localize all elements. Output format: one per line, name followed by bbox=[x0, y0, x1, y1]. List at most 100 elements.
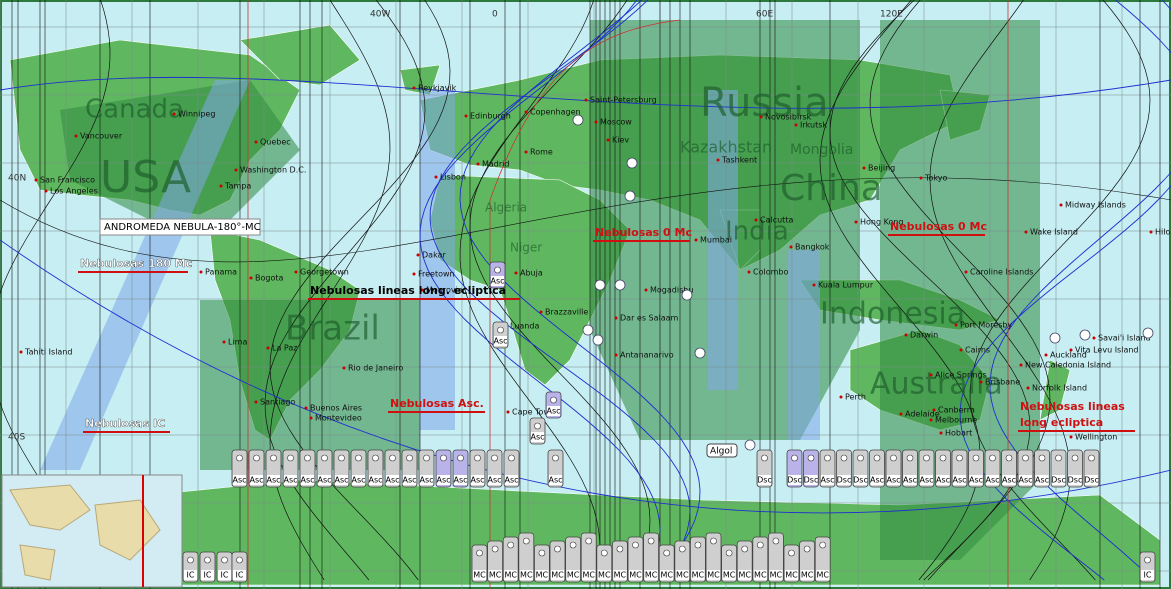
glyph-label-bg bbox=[800, 570, 814, 580]
glyph-symbol bbox=[632, 541, 639, 549]
glyph-symbol bbox=[204, 556, 211, 564]
glyph-label: IC bbox=[236, 571, 244, 580]
glyph-symbol bbox=[497, 326, 504, 334]
glyph-label-bg bbox=[531, 432, 544, 442]
glyph-label: MC bbox=[551, 571, 564, 580]
glyph-symbol bbox=[474, 454, 481, 462]
glyph-symbol bbox=[522, 537, 530, 545]
glyph-symbol bbox=[756, 541, 764, 549]
city-label: Kiev bbox=[612, 136, 629, 145]
glyph-label-bg bbox=[1052, 475, 1065, 485]
city-dot bbox=[899, 412, 903, 416]
glyph-label: Asc bbox=[969, 476, 983, 485]
glyph-label: Asc bbox=[1035, 476, 1049, 485]
city-dot bbox=[416, 253, 420, 257]
glyph-label-bg bbox=[837, 475, 851, 485]
city-dot bbox=[606, 138, 610, 142]
city-label: Auckland bbox=[1050, 351, 1087, 360]
city-label: Dakar bbox=[422, 251, 446, 260]
city-label: Monrovia bbox=[426, 286, 463, 295]
city-dot bbox=[219, 184, 223, 188]
glyph-label-bg bbox=[218, 570, 231, 580]
city-dot bbox=[759, 115, 763, 119]
glyph-symbol bbox=[906, 454, 914, 462]
glyph-symbol bbox=[491, 545, 499, 553]
glyph-label: Asc bbox=[919, 476, 933, 485]
city-label: Winnipeg bbox=[178, 110, 215, 119]
city-label: Reykjavik bbox=[418, 84, 457, 93]
glyph-symbol bbox=[550, 396, 557, 404]
line-glyph bbox=[705, 532, 722, 583]
glyph-symbol bbox=[457, 454, 464, 462]
glyph-label: Asc bbox=[368, 476, 382, 485]
city-label: San Francisco bbox=[40, 176, 95, 185]
city-label: Vita Levu Island bbox=[1075, 346, 1139, 355]
glyph-label-bg bbox=[936, 475, 950, 485]
country-label: Mongolia bbox=[790, 142, 853, 158]
glyph-symbol bbox=[694, 541, 702, 549]
city-label: Los Angeles bbox=[50, 187, 98, 196]
city-label: Savai'i Island bbox=[1098, 334, 1151, 343]
city-label: Port Moresby bbox=[960, 321, 1012, 330]
city-label: Edinburgh bbox=[470, 112, 511, 121]
glyph-label-bg bbox=[1141, 570, 1154, 580]
annotation: long ecliptica bbox=[1020, 416, 1103, 429]
glyph-label: Asc bbox=[283, 476, 297, 485]
glyph-label-bg bbox=[1068, 475, 1082, 485]
glyph-symbol bbox=[824, 454, 831, 462]
glyph-label: MC bbox=[738, 571, 751, 580]
glyph-symbol bbox=[406, 454, 413, 462]
glyph-label: Dsc bbox=[837, 476, 852, 485]
city-dot bbox=[594, 120, 598, 124]
glyph-label-bg bbox=[318, 475, 331, 485]
city-dot bbox=[862, 166, 866, 170]
inset-map bbox=[1, 474, 183, 588]
glyph-symbol bbox=[534, 422, 541, 430]
glyph-label-bg bbox=[473, 570, 486, 580]
glyph-label-bg bbox=[582, 570, 596, 580]
glyph-label-bg bbox=[788, 475, 801, 485]
glyph-label: MC bbox=[598, 571, 611, 580]
country-label: Brazil bbox=[285, 309, 380, 349]
glyph-label: Asc bbox=[317, 476, 331, 485]
city-label: Washington D.C. bbox=[240, 166, 306, 175]
glyph-label-bg bbox=[644, 570, 658, 580]
annotation: Nebulosas 0 Mc bbox=[890, 220, 987, 233]
glyph-label-bg bbox=[184, 570, 197, 580]
country-label: India bbox=[725, 217, 789, 247]
glyph-label-bg bbox=[1035, 475, 1049, 485]
glyph-label: Asc bbox=[530, 433, 544, 442]
glyph-label-bg bbox=[722, 570, 736, 580]
glyph-symbol bbox=[772, 537, 780, 545]
glyph-label: Asc bbox=[985, 476, 999, 485]
grid-label: 60E bbox=[756, 10, 773, 20]
city-dot bbox=[1024, 230, 1028, 234]
grid-label: 40S bbox=[8, 433, 25, 443]
city-label: Dar es Salaam bbox=[620, 314, 679, 323]
city-dot bbox=[434, 175, 438, 179]
glyph-symbol bbox=[554, 545, 561, 553]
glyph-symbol bbox=[761, 454, 768, 462]
annotation-box bbox=[706, 443, 738, 458]
ecliptic bbox=[0, 76, 1171, 109]
glyph-label: MC bbox=[692, 571, 705, 580]
marker bbox=[626, 157, 638, 169]
city-dot bbox=[939, 431, 943, 435]
glyph-label-bg bbox=[920, 475, 933, 485]
city-dot bbox=[964, 270, 968, 274]
city-dot bbox=[34, 178, 38, 182]
glyph-label: Asc bbox=[334, 476, 348, 485]
glyph-label: IC bbox=[1144, 571, 1152, 580]
glyph-label-bg bbox=[675, 570, 689, 580]
city-dot bbox=[524, 150, 528, 154]
grid-label: 40W bbox=[370, 10, 390, 20]
city-label: Panama bbox=[205, 268, 237, 277]
city-label: Perth bbox=[845, 393, 866, 402]
glyph-symbol bbox=[552, 454, 559, 462]
city-label: Mumbai bbox=[700, 236, 732, 245]
city-dot bbox=[464, 114, 468, 118]
marker bbox=[614, 279, 626, 291]
glyph-label: MC bbox=[645, 571, 658, 580]
ecliptic bbox=[0, 177, 1171, 263]
marker bbox=[1142, 327, 1154, 339]
